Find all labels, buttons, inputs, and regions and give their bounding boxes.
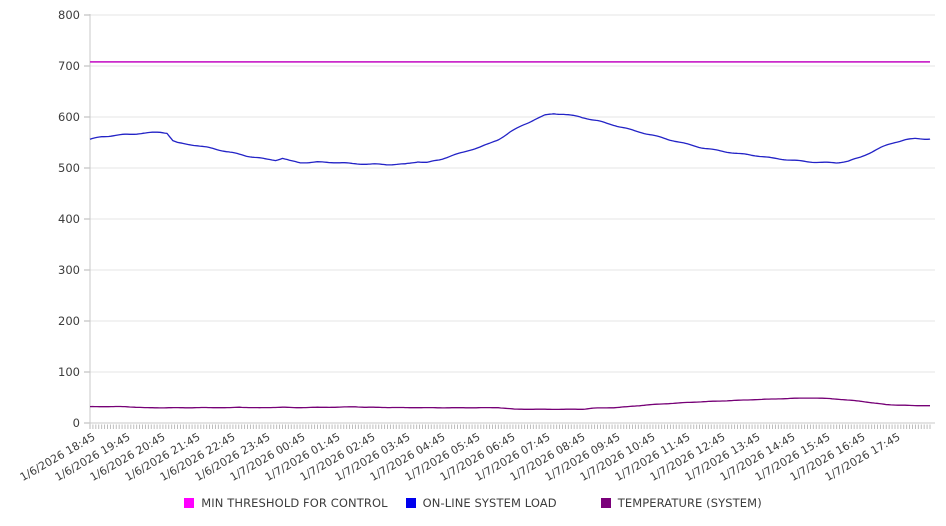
legend-label-temperature: TEMPERATURE (SYSTEM) bbox=[617, 496, 762, 510]
legend-item-system-load: ON-LINE SYSTEM LOAD bbox=[405, 496, 557, 510]
legend-swatch-temperature-icon bbox=[600, 498, 611, 508]
legend-label-system-load: ON-LINE SYSTEM LOAD bbox=[422, 496, 557, 510]
legend-item-temperature: TEMPERATURE (SYSTEM) bbox=[600, 496, 762, 510]
y-axis-tick-label: 0 bbox=[73, 416, 80, 430]
y-axis-tick-label: 100 bbox=[58, 365, 80, 379]
series-line-temperature bbox=[89, 397, 930, 411]
y-axis-tick-label: 700 bbox=[58, 59, 80, 73]
series-line-system-load bbox=[89, 113, 931, 166]
legend-label-min-threshold: MIN THRESHOLD FOR CONTROL bbox=[201, 496, 388, 510]
y-axis-tick-label: 600 bbox=[58, 110, 80, 124]
legend-swatch-min-threshold-icon bbox=[184, 498, 195, 508]
y-axis-tick-label: 800 bbox=[58, 8, 80, 22]
legend-swatch-system-load-icon bbox=[405, 498, 416, 508]
legend-item-min-threshold: MIN THRESHOLD FOR CONTROL bbox=[184, 496, 388, 510]
y-axis-tick-label: 500 bbox=[58, 161, 80, 175]
chart-legend: MIN THRESHOLD FOR CONTROL ON-LINE SYSTEM… bbox=[0, 496, 946, 510]
y-axis-tick-label: 200 bbox=[58, 314, 80, 328]
y-axis-tick-label: 400 bbox=[58, 212, 80, 226]
y-axis-tick-label: 300 bbox=[58, 263, 80, 277]
